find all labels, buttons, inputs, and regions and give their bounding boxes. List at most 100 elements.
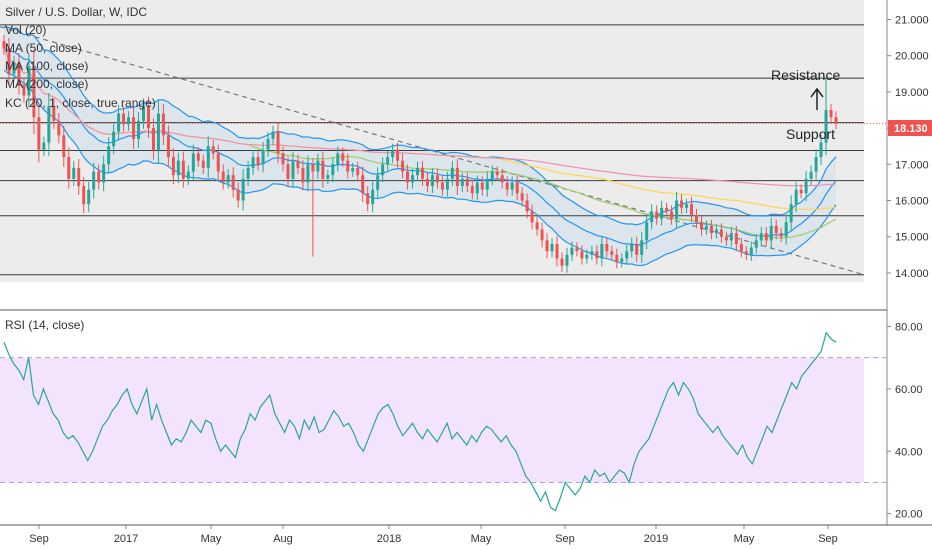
candle bbox=[266, 131, 270, 157]
candle bbox=[62, 125, 66, 167]
candle bbox=[585, 249, 589, 264]
candle bbox=[216, 144, 220, 181]
rsi-band-fill bbox=[0, 357, 864, 483]
legend-vol: Vol (20) bbox=[5, 23, 46, 37]
candle bbox=[102, 155, 106, 192]
candle bbox=[231, 167, 235, 198]
annotations: Resistance Support bbox=[771, 67, 840, 142]
rsi-axis: 80.00 60.00 40.00 20.00 bbox=[887, 321, 923, 521]
chart-title: Silver / U.S. Dollar, W, IDC bbox=[5, 5, 147, 19]
candle bbox=[565, 247, 569, 273]
candle bbox=[545, 233, 549, 259]
candle bbox=[27, 54, 31, 108]
candle bbox=[829, 103, 833, 124]
time-tick-label: Sep bbox=[818, 533, 838, 545]
time-tick-label: Sep bbox=[29, 533, 49, 545]
candle bbox=[550, 237, 554, 258]
candle bbox=[515, 175, 519, 201]
candle bbox=[435, 169, 439, 189]
candle bbox=[112, 123, 116, 155]
candle bbox=[406, 164, 410, 190]
candle bbox=[331, 157, 335, 183]
candle bbox=[580, 245, 584, 265]
candle bbox=[341, 147, 345, 167]
candle bbox=[675, 191, 679, 228]
candle bbox=[575, 242, 579, 257]
candle bbox=[450, 160, 454, 186]
candle bbox=[809, 165, 813, 185]
legend-ma50: MA (50, close) bbox=[5, 41, 82, 55]
candle bbox=[610, 245, 614, 261]
candle bbox=[704, 220, 708, 235]
legend: Silver / U.S. Dollar, W, IDC Vol (20) MA… bbox=[5, 5, 156, 332]
time-tick-label: 2018 bbox=[377, 533, 401, 545]
candle bbox=[236, 182, 240, 208]
candle bbox=[87, 181, 91, 213]
candle bbox=[276, 121, 280, 164]
candle bbox=[555, 236, 559, 267]
time-tick-label: 2017 bbox=[114, 533, 138, 545]
candle bbox=[425, 172, 429, 193]
candle bbox=[156, 100, 160, 164]
time-tick-label: Aug bbox=[273, 533, 293, 545]
candle bbox=[440, 176, 444, 196]
candle bbox=[246, 160, 250, 186]
price-tick-label: 19.000 bbox=[895, 87, 929, 99]
candle bbox=[635, 236, 639, 262]
candle bbox=[824, 77, 828, 156]
candle bbox=[401, 153, 405, 179]
candle bbox=[605, 237, 609, 258]
candle bbox=[625, 245, 629, 265]
candle bbox=[475, 175, 479, 201]
candle bbox=[77, 159, 81, 195]
candle bbox=[296, 154, 300, 175]
price-tick-label: 21.000 bbox=[895, 14, 929, 26]
time-tick-label: 2019 bbox=[644, 533, 668, 545]
keltner-upper bbox=[3, 26, 837, 226]
candle bbox=[42, 136, 46, 156]
candle bbox=[485, 171, 489, 197]
rsi-tick-label: 20.00 bbox=[895, 509, 923, 521]
candle bbox=[680, 194, 684, 214]
candle bbox=[291, 151, 295, 188]
candle bbox=[655, 205, 659, 225]
candle bbox=[615, 248, 619, 269]
rsi-tick-label: 80.00 bbox=[895, 321, 923, 333]
keltner-lower bbox=[3, 69, 837, 267]
candle bbox=[495, 166, 499, 181]
resistance-label: Resistance bbox=[771, 67, 840, 83]
support-label: Support bbox=[786, 126, 835, 142]
candle bbox=[366, 186, 370, 212]
candle bbox=[804, 170, 808, 202]
candle bbox=[326, 169, 330, 185]
candle bbox=[281, 146, 285, 172]
candle bbox=[690, 197, 694, 223]
candle bbox=[560, 252, 564, 272]
keltner-fill bbox=[4, 26, 836, 266]
candle bbox=[306, 155, 310, 192]
candle bbox=[520, 187, 524, 207]
candle bbox=[47, 92, 51, 156]
candle bbox=[271, 125, 275, 146]
candle bbox=[2, 35, 6, 55]
candle bbox=[570, 241, 574, 261]
last-price-tag: 18.130 bbox=[888, 120, 932, 136]
legend-kc: KC (20, 1, close, true range) bbox=[5, 96, 156, 110]
candle bbox=[645, 213, 649, 250]
candle bbox=[455, 159, 459, 195]
candle bbox=[92, 162, 96, 199]
candle bbox=[376, 167, 380, 198]
candle bbox=[754, 234, 758, 254]
candle bbox=[650, 204, 654, 230]
candle bbox=[346, 153, 350, 179]
price-tick-label: 15.000 bbox=[895, 232, 929, 244]
candle bbox=[241, 169, 245, 211]
candle bbox=[525, 193, 529, 219]
candle bbox=[381, 157, 385, 183]
candle bbox=[166, 125, 170, 167]
rsi-tick-label: 40.00 bbox=[895, 446, 923, 458]
candle bbox=[132, 107, 136, 149]
candle bbox=[500, 169, 504, 189]
candle bbox=[719, 223, 723, 243]
candle bbox=[789, 195, 793, 232]
